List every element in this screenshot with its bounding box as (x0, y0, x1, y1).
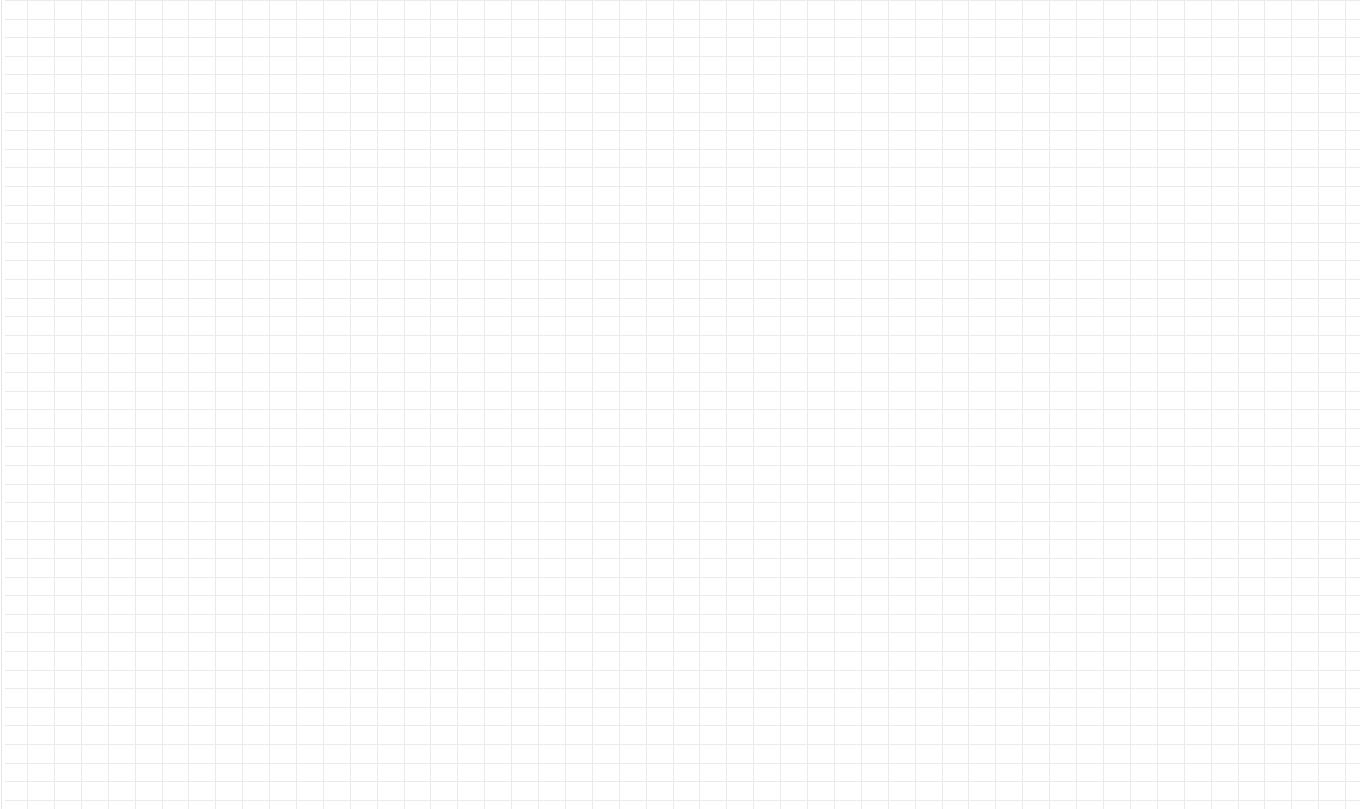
empty-grid-canvas[interactable] (0, 0, 1360, 809)
